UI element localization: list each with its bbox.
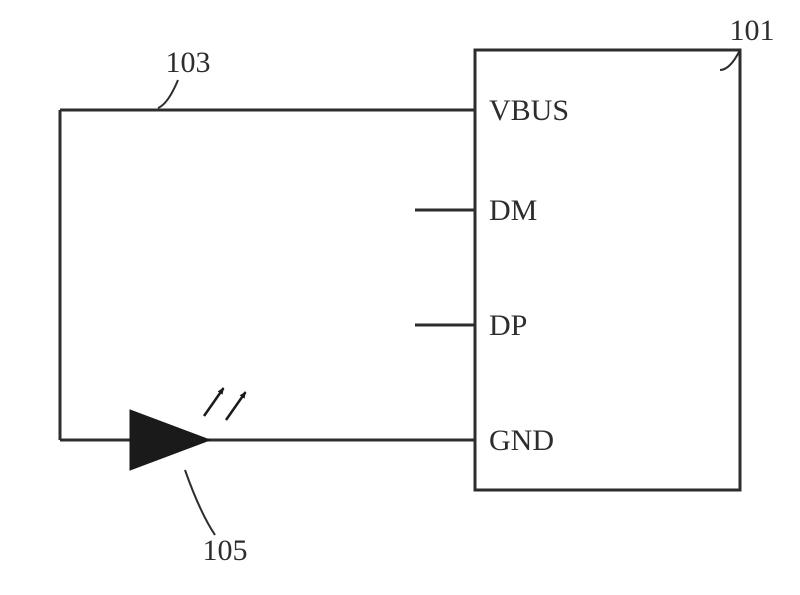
leader-105 — [185, 470, 215, 535]
ref-label-105: 105 — [203, 534, 248, 567]
led-emission-arrow-0 — [204, 388, 224, 416]
leader-103 — [158, 80, 178, 108]
ref-label-101: 101 — [730, 14, 775, 47]
pin-group: VBUS DM DP GND — [415, 94, 569, 457]
leader-101 — [720, 50, 740, 70]
led-emission-arrow-1 — [226, 392, 246, 420]
ref-label-103: 103 — [166, 46, 211, 79]
usb-led-schematic: VBUS DM DP GND 101 103 105 — [0, 0, 800, 595]
pin-label-vbus: VBUS — [489, 94, 569, 127]
pin-label-dp: DP — [489, 309, 527, 342]
pin-label-dm: DM — [489, 194, 537, 227]
led-triangle — [130, 410, 210, 470]
led-symbol — [130, 388, 246, 470]
wire-group — [60, 110, 475, 440]
pin-label-gnd: GND — [489, 424, 554, 457]
ref-designators: 101 103 105 — [158, 14, 775, 567]
